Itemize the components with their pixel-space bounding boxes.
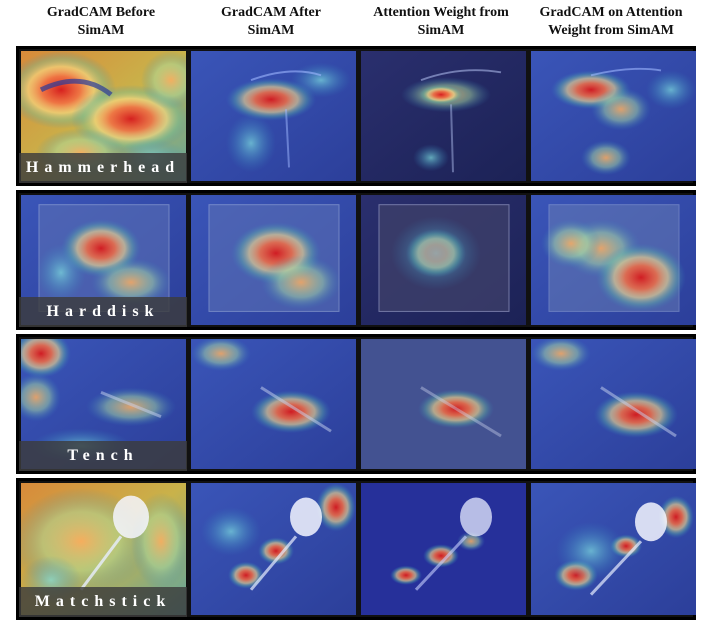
row-hammerhead: Hammerhead <box>16 46 696 186</box>
heatmap-attention-weight <box>361 51 526 181</box>
header-line: SimAM <box>247 23 295 38</box>
header-line: Weight from SimAM <box>548 23 674 38</box>
row-label: Matchstick <box>19 587 187 617</box>
column-header-gradcam-after: GradCAM After SimAM <box>186 4 356 44</box>
heatmap-gradcam-on-attention <box>531 339 696 469</box>
header-line: GradCAM After <box>221 5 321 20</box>
heatmap-attention-weight <box>361 195 526 325</box>
row-tench: Tench <box>16 334 696 474</box>
heatmap-gradcam-after <box>191 195 356 325</box>
header-line: GradCAM Before <box>46 5 156 20</box>
heatmap-attention-weight <box>361 483 526 615</box>
column-header-gradcam-before: GradCAM Before SimAM <box>16 4 186 44</box>
heatmap-gradcam-on-attention <box>531 195 696 325</box>
column-header-gradcam-on-attention: GradCAM on Attention Weight from SimAM <box>526 4 696 44</box>
column-header-attention-weight: Attention Weight from SimAM <box>356 4 526 44</box>
row-label: Hammerhead <box>19 153 187 183</box>
header-line: SimAM <box>77 23 125 38</box>
heatmap-gradcam-on-attention <box>531 483 696 615</box>
header-line: Attention Weight from <box>373 5 509 20</box>
row-label: Harddisk <box>19 297 187 327</box>
heatmap-attention-weight <box>361 339 526 469</box>
row-harddisk: Harddisk <box>16 190 696 330</box>
header-line: GradCAM on Attention <box>539 5 683 20</box>
heatmap-gradcam-after <box>191 339 356 469</box>
heatmap-gradcam-on-attention <box>531 51 696 181</box>
heatmap-gradcam-after <box>191 51 356 181</box>
row-label: Tench <box>19 441 187 471</box>
row-matchstick: Matchstick <box>16 478 696 620</box>
heatmap-gradcam-after <box>191 483 356 615</box>
header-line: SimAM <box>417 23 465 38</box>
